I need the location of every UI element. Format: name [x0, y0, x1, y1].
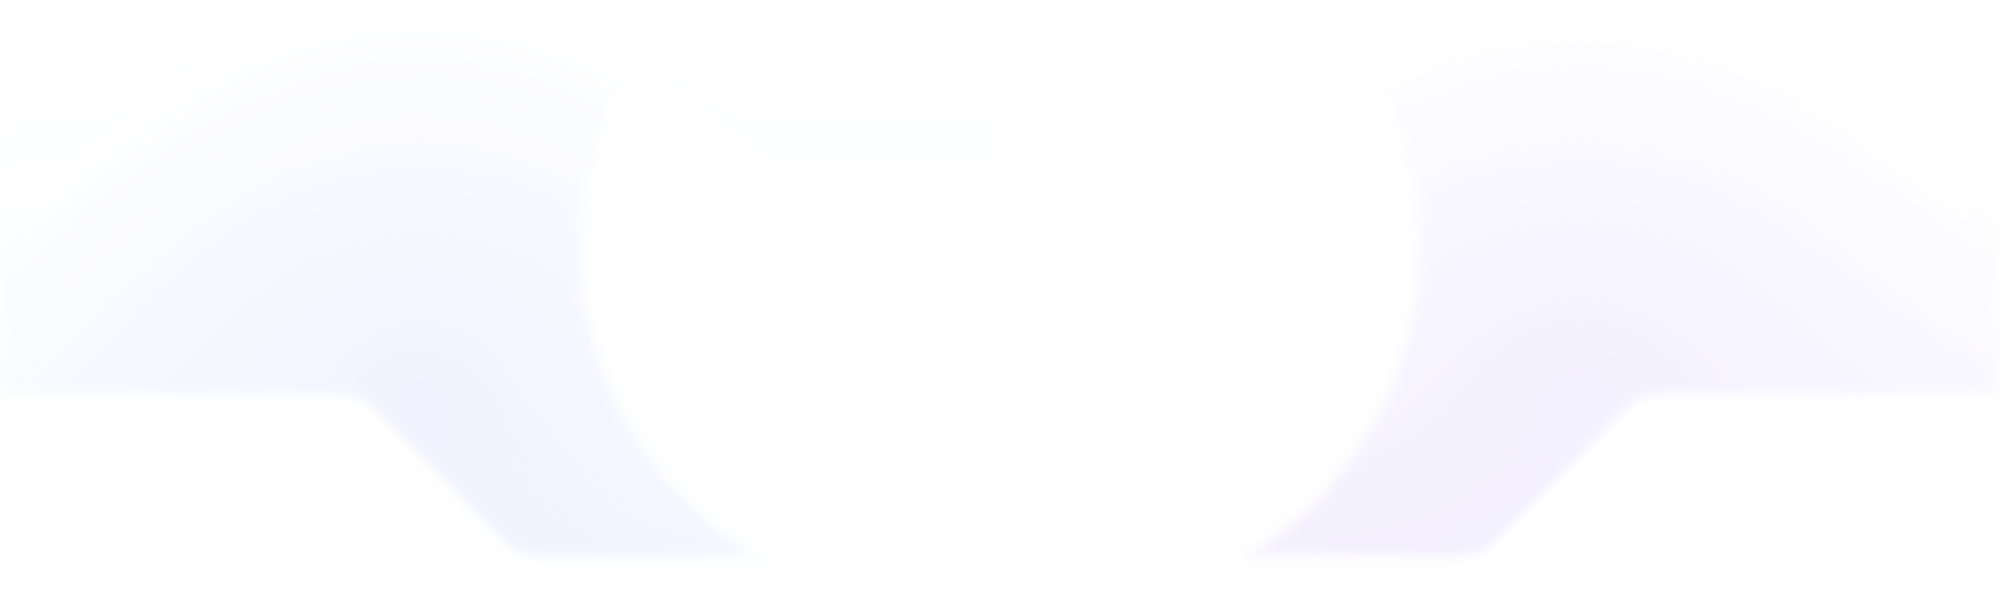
center-highlight: [580, 0, 1420, 603]
